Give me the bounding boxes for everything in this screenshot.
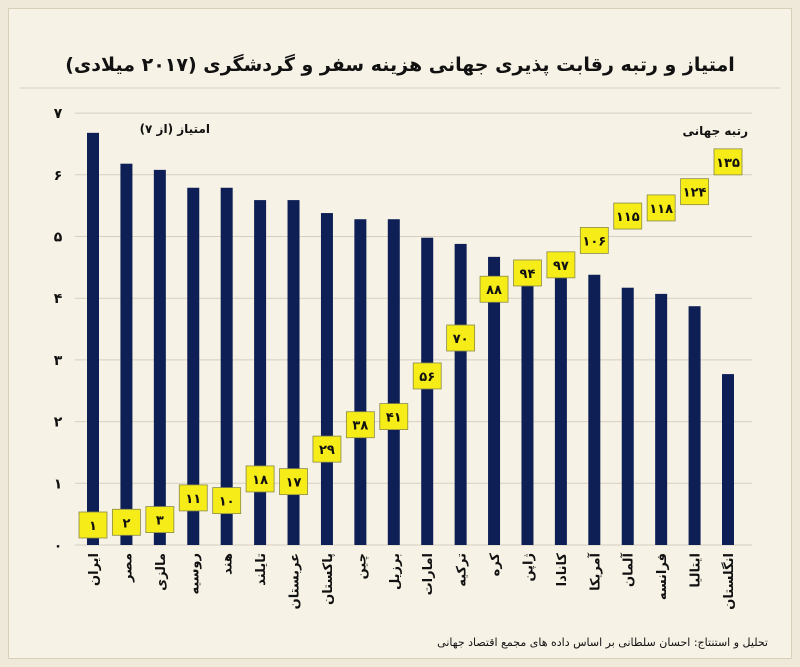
rank-box <box>379 403 409 431</box>
rank-value: ۳ <box>156 514 164 529</box>
rank-box <box>279 468 308 496</box>
bar <box>588 274 601 545</box>
rank-value: ۱۱۸ <box>649 202 673 217</box>
bar <box>220 187 233 545</box>
rank-box <box>680 178 709 206</box>
x-tick-label: ایتالیا <box>689 553 704 588</box>
x-tick-label: هند <box>221 553 236 575</box>
x-tick-label: کره <box>488 553 503 577</box>
bar <box>688 306 701 545</box>
rank-box <box>579 227 609 254</box>
x-tick-label: ایران <box>87 553 102 586</box>
y-tick-label: ۰ <box>54 538 63 554</box>
rank-value: ۱۷ <box>286 476 302 491</box>
y-tick-label: ۱ <box>54 476 63 492</box>
x-tick-label: روسیه <box>187 553 202 595</box>
x-tick-label: آلمان <box>620 552 637 587</box>
rank-box <box>479 275 509 303</box>
x-tick-label: کانادا <box>555 553 570 587</box>
bar <box>387 219 400 545</box>
bar <box>354 219 367 545</box>
y-tick-label: ۳ <box>54 353 63 369</box>
x-tick-label: عربستان <box>288 553 303 609</box>
rank-value: ۹۷ <box>553 259 569 274</box>
rank-box <box>646 194 676 222</box>
bar <box>187 187 200 545</box>
rank-box <box>312 435 342 463</box>
y-tick-label: ۴ <box>54 291 63 307</box>
rank-value: ۲ <box>122 516 130 531</box>
bar <box>120 163 133 545</box>
rank-value: ۱۱ <box>185 492 201 507</box>
bar <box>554 270 567 545</box>
rank-box <box>613 202 643 230</box>
bar <box>254 200 267 546</box>
bar <box>287 200 300 546</box>
rank-box <box>345 411 375 439</box>
rank-value: ۱۲۴ <box>683 186 707 201</box>
bar <box>454 243 467 546</box>
x-tick-label: تایلند <box>254 553 269 586</box>
rank-box <box>78 511 108 539</box>
bar <box>320 213 333 545</box>
rank-box <box>513 259 542 287</box>
rank-box <box>546 251 576 279</box>
rank-box <box>412 362 442 390</box>
x-tick-label: چین <box>354 553 369 579</box>
rank-box <box>245 465 275 493</box>
rank-value: ۸۸ <box>486 283 502 298</box>
bar <box>421 237 434 545</box>
rank-box <box>145 506 175 533</box>
rank-value: ۹۴ <box>520 267 536 282</box>
x-tick-label: مصر <box>120 553 135 583</box>
x-tick-label: آمریکا <box>586 552 603 590</box>
y-tick-label: ۲ <box>54 415 63 431</box>
y-tick-label: ۵ <box>54 230 63 246</box>
bar <box>655 293 668 545</box>
bar <box>621 287 634 545</box>
rank-value: ۵۶ <box>419 370 435 385</box>
rank-value: ۱۰ <box>219 495 235 510</box>
rank-value: ۱۰۶ <box>582 234 606 249</box>
x-tick-label: برزیل <box>388 553 403 590</box>
bar <box>521 267 534 545</box>
x-tick-label: فرانسه <box>655 553 670 600</box>
bar <box>153 169 166 545</box>
bar <box>87 132 99 545</box>
rank-value: ۱۱۵ <box>616 210 640 225</box>
x-tick-label: امارات <box>421 553 436 595</box>
x-tick-label: ترکیه <box>455 553 470 587</box>
chart-title: امتیاز و رتبه رقابت پذیری جهانی هزینه سف… <box>65 54 735 76</box>
rank-box <box>212 487 242 515</box>
rank-value: ۱۸ <box>252 473 268 488</box>
bar <box>722 374 734 545</box>
y-tick-label: ۷ <box>54 106 63 122</box>
rank-value: ۳۸ <box>352 419 368 434</box>
x-tick-label: پاکستان <box>321 553 336 605</box>
y-axis-label: امتیاز (از ۷) <box>140 122 210 136</box>
rank-box <box>713 148 743 176</box>
rank-value: ۷۰ <box>453 332 469 347</box>
x-tick-label: ژاپن <box>521 553 536 582</box>
bar <box>488 256 501 545</box>
x-tick-label: مالزی <box>154 553 169 591</box>
rank-value: ۱۳۵ <box>716 156 740 171</box>
rank-value: ۴۱ <box>386 411 402 426</box>
rank-value: ۱ <box>89 519 97 534</box>
rank-label: رتبه جهانی <box>683 124 749 138</box>
rank-box <box>112 508 141 536</box>
rank-box <box>178 484 208 512</box>
source-credit: تحلیل و استنتاج: احسان سلطانی بر اساس دا… <box>437 636 768 649</box>
y-tick-label: ۶ <box>54 168 63 184</box>
rank-box <box>446 324 476 352</box>
rank-value: ۲۹ <box>319 443 335 458</box>
x-tick-label: انگلستان <box>721 553 737 610</box>
